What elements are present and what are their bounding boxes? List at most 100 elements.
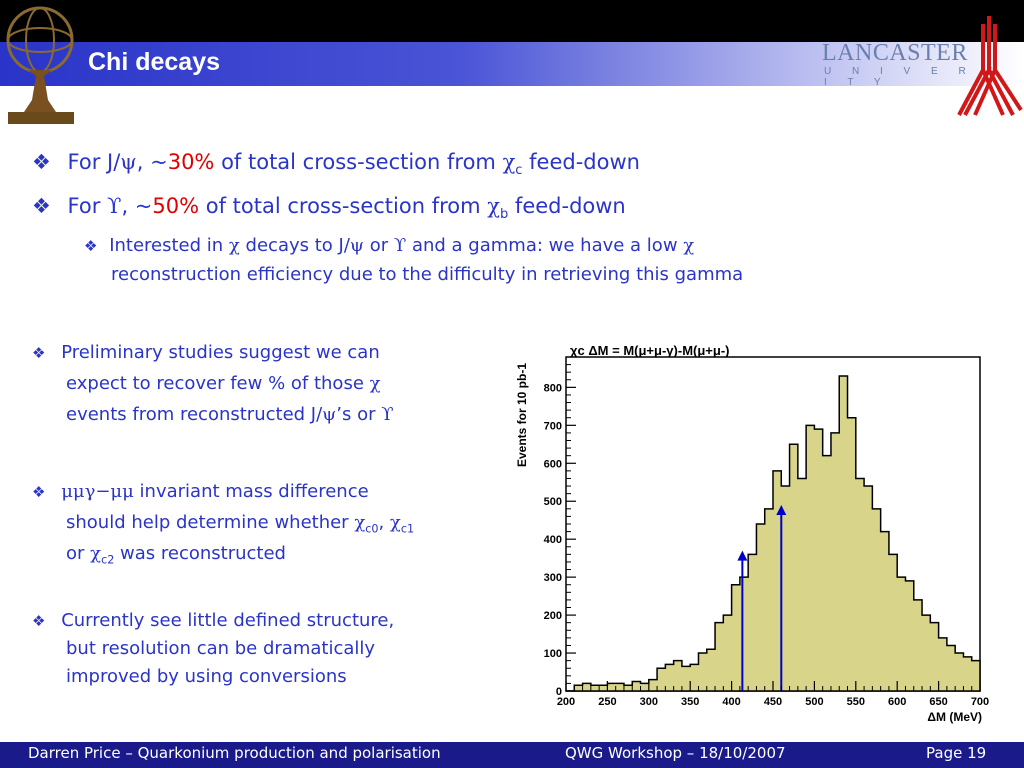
bullet-2: ❖ For ϒ, ~50% of total cross-section fro… — [32, 194, 626, 222]
bullet-2-percent: 50% — [152, 194, 200, 218]
slide-title: Chi decays — [88, 48, 221, 76]
psi-symbol: ψ — [349, 235, 365, 256]
top-black-bar — [0, 0, 1024, 42]
university-logo-text: LANCASTER — [822, 40, 968, 66]
psi-symbol: ψ — [120, 150, 137, 174]
bullet-4-line1: Preliminary studies suggest we can — [61, 342, 380, 363]
diamond-bullet-icon: ❖ — [84, 237, 98, 255]
bullet-5-line2-text: should help determine whether — [66, 512, 355, 533]
bullet-6-line1: Currently see little defined structure, — [61, 610, 395, 631]
chi-symbol: χ — [354, 512, 366, 533]
x-tick-label: 250 — [598, 696, 616, 708]
bullet-4-line3-text-a: events from reconstructed J/ — [66, 404, 323, 425]
red-crest-icon — [957, 16, 1023, 116]
bullet-6: ❖ Currently see little defined structure… — [32, 610, 394, 631]
bullet-1-text-a: For J/ — [67, 150, 121, 174]
footer-left: Darren Price – Quarkonium production and… — [28, 744, 441, 762]
x-axis-label: ΔM (MeV) — [927, 710, 982, 724]
footer-bar — [0, 742, 1024, 768]
upsilon-symbol: ϒ — [107, 194, 122, 218]
sub-bullet-text-a: Interested in — [109, 235, 229, 256]
chi-symbol: χ — [502, 150, 516, 174]
bullet-5: ❖ μμγ−μμ invariant mass difference — [32, 481, 369, 502]
chi-symbol: χ — [369, 373, 381, 394]
chi-subscript: c1 — [400, 522, 415, 536]
chi-symbol: χ — [228, 235, 240, 256]
x-tick-label: 400 — [722, 696, 740, 708]
bullet-1: ❖ For J/ψ, ~30% of total cross-section f… — [32, 150, 640, 178]
y-tick-label: 200 — [544, 610, 562, 622]
bullet-2-text-b: , ~ — [121, 194, 153, 218]
sub-bullet-1-line2: reconstruction efficiency due to the dif… — [111, 264, 744, 285]
bullet-4-line2-text: expect to recover few % of those — [66, 373, 370, 394]
x-tick-label: 700 — [971, 696, 989, 708]
signal-arrow-head — [737, 550, 748, 561]
y-tick-label: 400 — [544, 534, 562, 546]
diamond-bullet-icon: ❖ — [32, 483, 46, 501]
bullet-5-line3-text-b: was reconstructed — [114, 543, 286, 564]
footer-mid: QWG Workshop – 18/10/2007 — [565, 744, 786, 762]
bullet-5-line2: should help determine whether χc0, χc1 — [66, 512, 414, 536]
diamond-bullet-icon: ❖ — [32, 194, 51, 218]
bullet-5-line3: or χc2 was reconstructed — [66, 543, 286, 567]
x-tick-label: 200 — [557, 696, 575, 708]
x-tick-label: 650 — [929, 696, 947, 708]
bullet-5-line1: invariant mass difference — [133, 481, 369, 502]
chart-title: χc ΔM = M(μ+μ-γ)-M(μ+μ-) — [570, 343, 730, 358]
bullet-1-text-d: feed-down — [522, 150, 640, 174]
x-tick-label: 550 — [847, 696, 865, 708]
y-tick-label: 0 — [556, 686, 562, 698]
bullet-1-percent: 30% — [167, 150, 215, 174]
bullet-2-text-d: feed-down — [508, 194, 626, 218]
histogram-chart: 0 100 200 300 400 500 600 700 800 200 250 300 350 400… — [515, 343, 989, 724]
chi-symbol: χ — [389, 512, 401, 533]
title-bar — [0, 42, 1024, 86]
bullet-1-text-c: of total cross-section from — [214, 150, 503, 174]
psi-symbol: ψ — [322, 404, 337, 425]
upsilon-symbol: ϒ — [393, 235, 407, 256]
y-tick-label: 700 — [544, 420, 562, 432]
sub-bullet-1: ❖ Interested in χ decays to J/ψ or ϒ and… — [84, 235, 694, 256]
chi-subscript: c0 — [365, 522, 379, 536]
chi-subscript: c — [515, 163, 523, 179]
comma: , — [378, 512, 390, 533]
chi-subscript: b — [499, 207, 509, 223]
bullet-4-line3-text-b: ’s or — [336, 404, 382, 425]
bullet-2-text-a: For — [67, 194, 108, 218]
signal-arrow-head — [776, 505, 787, 516]
bullet-2-text-c: of total cross-section from — [199, 194, 488, 218]
footer-right: Page 19 — [926, 744, 987, 762]
bullet-1-text-b: , ~ — [136, 150, 168, 174]
atlas-logo — [6, 6, 74, 124]
y-tick-label: 800 — [544, 382, 562, 394]
y-tick-label: 600 — [544, 458, 562, 470]
bullet-4-line3: events from reconstructed J/ψ’s or ϒ — [66, 404, 394, 425]
x-tick-label: 450 — [764, 696, 782, 708]
y-tick-label: 100 — [544, 648, 562, 660]
diamond-bullet-icon: ❖ — [32, 150, 51, 174]
x-tick-label: 600 — [888, 696, 906, 708]
diamond-bullet-icon: ❖ — [32, 344, 46, 362]
upsilon-symbol: ϒ — [381, 404, 394, 425]
sub-bullet-text-d: and a gamma: we have a low — [406, 235, 684, 256]
histogram-bars — [566, 375, 981, 692]
x-tick-label: 500 — [805, 696, 823, 708]
bullet-5-line3-text-a: or — [66, 543, 91, 564]
university-logo-subtext: U N I V E R S I T Y — [824, 66, 1003, 88]
bullet-6-line3: improved by using conversions — [66, 666, 347, 687]
chi-symbol: χ — [90, 543, 102, 564]
x-tick-label: 350 — [681, 696, 699, 708]
chi-symbol: χ — [487, 194, 500, 218]
bullet-4: ❖ Preliminary studies suggest we can — [32, 342, 380, 363]
y-tick-label: 300 — [544, 572, 562, 584]
sub-bullet-text-c: or — [364, 235, 394, 256]
mass-difference-symbol: μμγ−μμ — [61, 481, 134, 502]
sub-bullet-text-b: decays to J/ — [239, 235, 350, 256]
bullet-6-line2: but resolution can be dramatically — [66, 638, 376, 659]
chi-symbol: χ — [683, 235, 695, 256]
x-tick-label: 300 — [640, 696, 658, 708]
y-axis-label: Events for 10 pb-1 — [515, 363, 529, 467]
diamond-bullet-icon: ❖ — [32, 612, 46, 630]
y-tick-label: 500 — [544, 496, 562, 508]
chi-subscript: c2 — [101, 553, 115, 567]
